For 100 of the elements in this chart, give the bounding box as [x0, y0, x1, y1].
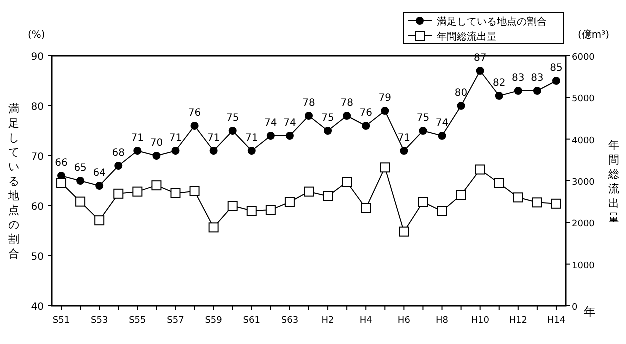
point: [532, 198, 542, 208]
data-label: 75: [416, 113, 430, 124]
point: [170, 188, 181, 198]
point: [324, 127, 332, 135]
point: [304, 186, 314, 197]
point: [456, 190, 466, 200]
point: [208, 222, 219, 233]
point: [132, 186, 143, 197]
x-tick-label: H2: [322, 316, 334, 326]
point: [56, 178, 67, 188]
x-tick-label: S53: [91, 316, 108, 326]
point: [286, 132, 294, 140]
point: [114, 162, 123, 170]
point: [76, 177, 85, 185]
x-tick-label: H14: [547, 316, 566, 326]
y2-tick-label: 3000: [572, 178, 596, 188]
point: [381, 107, 390, 115]
x-tick-label: S63: [281, 316, 299, 326]
data-label: 78: [302, 98, 316, 109]
point: [228, 201, 238, 211]
data-label: 71: [169, 133, 182, 144]
point: [342, 177, 352, 188]
point: [248, 147, 256, 155]
x-axis-title: 年: [584, 305, 596, 319]
point: [475, 164, 486, 175]
point: [495, 92, 504, 100]
point: [246, 206, 257, 216]
data-label: 75: [226, 113, 240, 124]
point: [533, 87, 542, 95]
point: [419, 127, 428, 135]
y2-tick-label: 0: [572, 303, 578, 313]
x-tick-label: H12: [509, 316, 528, 326]
data-label: 65: [74, 163, 87, 174]
y2-tick-label: 6000: [572, 53, 596, 63]
legend-label: 年間総流出量: [437, 31, 497, 43]
data-label: 74: [436, 118, 449, 129]
point: [76, 196, 86, 207]
x-tick-label: H8: [436, 316, 449, 326]
data-label: 71: [246, 133, 258, 144]
y2-axis-title: 年間総流出量: [608, 138, 620, 224]
data-label: 83: [531, 73, 544, 84]
data-label: 78: [340, 98, 354, 109]
y-tick-label: 50: [31, 252, 44, 263]
point: [134, 147, 142, 155]
x-tick-label: S55: [129, 316, 146, 326]
point: [513, 192, 524, 203]
point: [361, 204, 372, 214]
data-label: 68: [112, 148, 125, 159]
point: [418, 197, 428, 208]
data-label: 71: [207, 133, 220, 144]
point: [552, 77, 560, 85]
x-tick-label: S61: [243, 316, 260, 326]
point: [380, 162, 390, 173]
x-tick-label: H10: [471, 316, 490, 326]
point: [172, 147, 180, 155]
y-tick-label: 80: [31, 102, 44, 113]
data-label: 74: [284, 118, 296, 129]
point: [228, 127, 237, 135]
point: [190, 122, 199, 130]
data-label: 76: [360, 108, 372, 119]
point: [343, 112, 352, 120]
y-tick-label: 60: [31, 202, 44, 213]
y-tick-label: 90: [31, 52, 44, 63]
text: (億m³): [578, 29, 610, 41]
point: [476, 67, 484, 75]
point: [190, 186, 200, 196]
point: [266, 132, 275, 140]
legend-label: 満足している地点の割合: [437, 16, 547, 28]
point: [438, 132, 446, 140]
data-label: 71: [398, 133, 411, 144]
point: [96, 182, 104, 190]
point: [152, 180, 162, 191]
data-label: 75: [322, 113, 334, 124]
data-label: 71: [131, 133, 144, 144]
point: [400, 147, 408, 155]
data-label: 74: [264, 118, 278, 129]
x-tick-label: S57: [167, 316, 184, 326]
data-label: 80: [454, 88, 468, 99]
point: [362, 122, 370, 130]
x-tick-label: S51: [52, 316, 70, 326]
x-tick-label: H4: [360, 316, 373, 326]
y2-tick-label: 4000: [572, 136, 596, 146]
data-label: 79: [378, 93, 392, 104]
point: [437, 206, 448, 216]
point: [210, 147, 218, 155]
point: [494, 178, 504, 188]
point: [399, 226, 410, 237]
data-label: 82: [493, 78, 506, 89]
point: [114, 188, 124, 199]
y2-tick-label: 1000: [572, 261, 596, 272]
data-label: 70: [150, 138, 164, 149]
point: [323, 191, 334, 202]
data-label: 85: [550, 63, 563, 74]
point: [305, 112, 313, 120]
point: [284, 197, 295, 208]
x-tick-label: H6: [398, 316, 411, 326]
text: 満足している地点の割合: [8, 102, 20, 260]
point: [551, 198, 562, 209]
x-tick-label: S59: [205, 316, 223, 326]
text: (%): [28, 30, 46, 41]
